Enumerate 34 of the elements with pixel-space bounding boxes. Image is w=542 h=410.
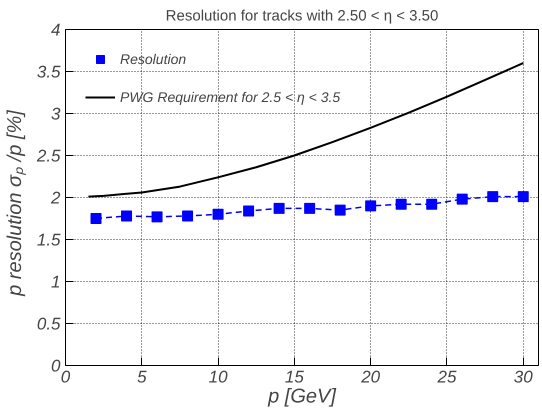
point xyxy=(487,191,498,202)
y-tick-label: 0.5 xyxy=(36,314,62,334)
point xyxy=(152,211,163,222)
legend-label: Resolution xyxy=(120,51,186,67)
point xyxy=(212,208,224,220)
x-tick-label: 5 xyxy=(137,368,148,386)
y-tick-label: 1.5 xyxy=(36,230,62,250)
chart-title: Resolution for tracks with 2.50 < η < 3.50 xyxy=(166,8,438,24)
legend-label: PWG Requirement for 2.5 < η < 3.5 xyxy=(120,89,340,105)
x-tick-label: 15 xyxy=(284,368,304,386)
point xyxy=(396,198,407,210)
point xyxy=(518,191,529,202)
y-tick-label: 4 xyxy=(51,20,61,40)
x-tick-label: 30 xyxy=(514,368,534,386)
point xyxy=(334,204,346,216)
x-tick-label: 20 xyxy=(360,368,381,386)
point xyxy=(243,205,254,216)
point xyxy=(456,194,468,205)
x-tick-label: 25 xyxy=(436,368,457,386)
x-tick-label: 10 xyxy=(208,368,228,386)
y-tick-label: 2 xyxy=(50,188,62,208)
point xyxy=(121,210,132,222)
point xyxy=(304,202,316,214)
x-axis-title: p [GeV] xyxy=(267,386,336,408)
point xyxy=(274,202,285,214)
y-tick-label: 3.5 xyxy=(36,62,62,82)
point xyxy=(90,213,102,224)
point xyxy=(426,198,438,210)
point xyxy=(182,210,194,222)
y-axis-title: p resolution σₚ /p [%] xyxy=(4,110,26,297)
y-tick-label: 3 xyxy=(51,104,62,124)
point xyxy=(365,200,376,212)
y-tick-label: 2.5 xyxy=(36,146,62,166)
y-tick-label: 1 xyxy=(51,272,61,292)
